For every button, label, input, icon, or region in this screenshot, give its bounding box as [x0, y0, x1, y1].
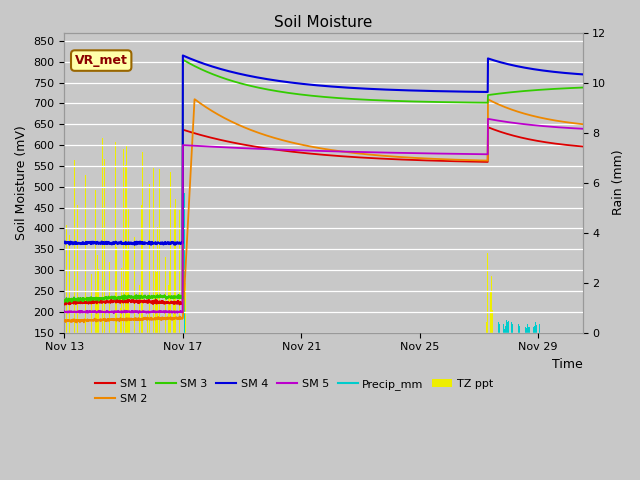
Legend: SM 1, SM 2, SM 3, SM 4, SM 5, Precip_mm, TZ ppt: SM 1, SM 2, SM 3, SM 4, SM 5, Precip_mm,…: [91, 374, 497, 408]
Text: VR_met: VR_met: [75, 54, 127, 67]
Title: Soil Moisture: Soil Moisture: [275, 15, 372, 30]
Y-axis label: Rain (mm): Rain (mm): [612, 150, 625, 216]
X-axis label: Time: Time: [552, 358, 582, 371]
Y-axis label: Soil Moisture (mV): Soil Moisture (mV): [15, 125, 28, 240]
